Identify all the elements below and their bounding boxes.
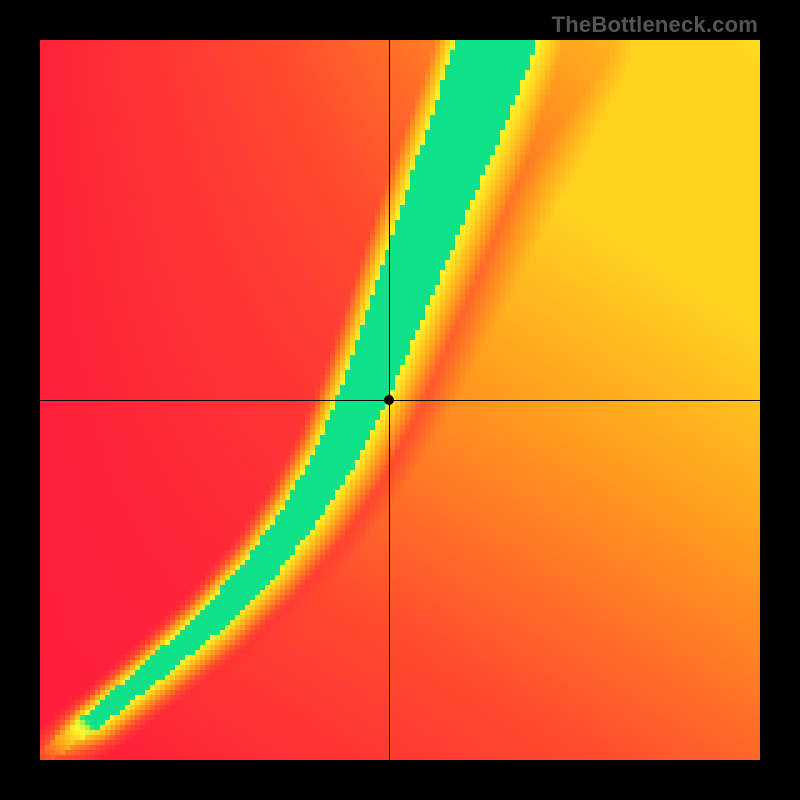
- crosshair-horizontal: [40, 400, 760, 401]
- watermark-text: TheBottleneck.com: [552, 12, 758, 38]
- chart-container: TheBottleneck.com: [0, 0, 800, 800]
